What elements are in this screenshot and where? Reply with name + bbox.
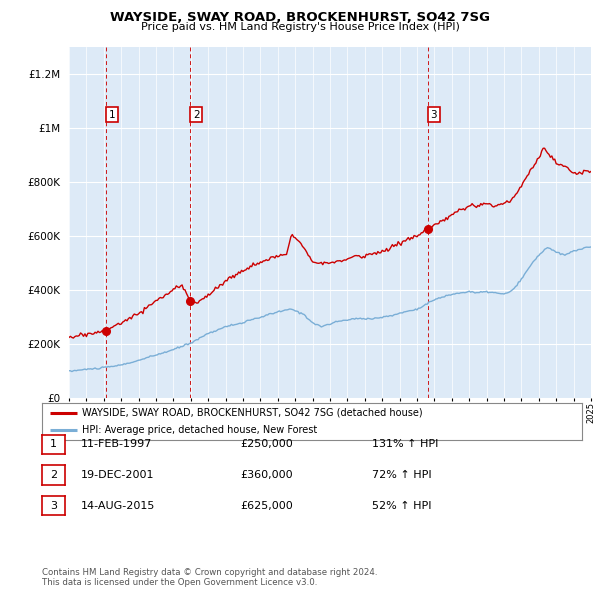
Text: 131% ↑ HPI: 131% ↑ HPI <box>372 440 439 449</box>
Text: 1: 1 <box>109 110 115 120</box>
Text: 2: 2 <box>50 470 57 480</box>
Text: 52% ↑ HPI: 52% ↑ HPI <box>372 501 431 510</box>
Text: Price paid vs. HM Land Registry's House Price Index (HPI): Price paid vs. HM Land Registry's House … <box>140 22 460 32</box>
Text: WAYSIDE, SWAY ROAD, BROCKENHURST, SO42 7SG: WAYSIDE, SWAY ROAD, BROCKENHURST, SO42 7… <box>110 11 490 24</box>
Text: HPI: Average price, detached house, New Forest: HPI: Average price, detached house, New … <box>83 425 318 435</box>
Text: WAYSIDE, SWAY ROAD, BROCKENHURST, SO42 7SG (detached house): WAYSIDE, SWAY ROAD, BROCKENHURST, SO42 7… <box>83 408 423 418</box>
Text: 11-FEB-1997: 11-FEB-1997 <box>81 440 152 449</box>
Text: £625,000: £625,000 <box>240 501 293 510</box>
Text: 3: 3 <box>50 501 57 510</box>
Text: 3: 3 <box>430 110 437 120</box>
Text: 72% ↑ HPI: 72% ↑ HPI <box>372 470 431 480</box>
Text: £250,000: £250,000 <box>240 440 293 449</box>
Text: £360,000: £360,000 <box>240 470 293 480</box>
Text: Contains HM Land Registry data © Crown copyright and database right 2024.
This d: Contains HM Land Registry data © Crown c… <box>42 568 377 587</box>
Text: 19-DEC-2001: 19-DEC-2001 <box>81 470 155 480</box>
Text: 2: 2 <box>193 110 200 120</box>
Text: 14-AUG-2015: 14-AUG-2015 <box>81 501 155 510</box>
Text: 1: 1 <box>50 440 57 449</box>
